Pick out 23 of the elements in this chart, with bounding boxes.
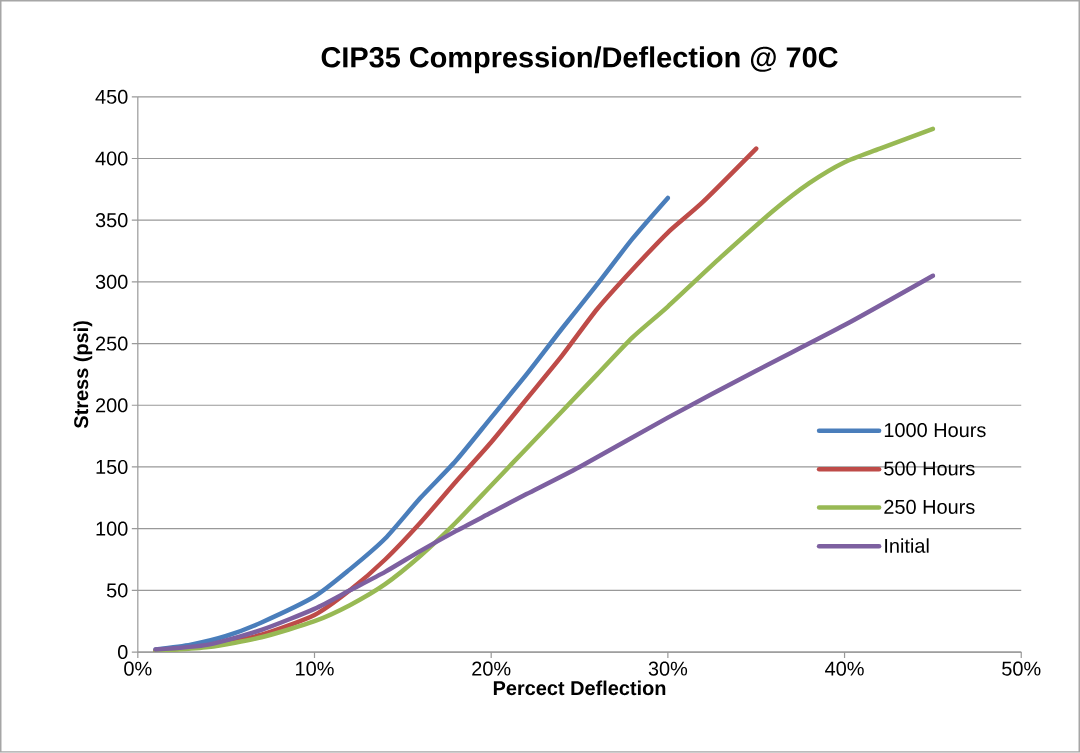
x-tick-label: 20% [472, 661, 511, 676]
y-axis-title: Stress (psi) [73, 321, 93, 429]
x-tick-label: 10% [296, 661, 334, 676]
y-tick-label: 300 [95, 274, 128, 289]
y-tick-label: 450 [95, 89, 128, 104]
legend-label: 500 Hours [884, 461, 975, 476]
legend-label: Initial [885, 538, 929, 553]
legend-label: 250 Hours [884, 499, 975, 515]
x-tick-label: 30% [648, 661, 688, 676]
x-tick-label: 40% [825, 661, 864, 676]
x-tick-label: 0% [124, 661, 152, 676]
chart-title: CIP35 Compression/Deflection @ 70C [321, 46, 838, 74]
y-tick-label: 150 [96, 459, 128, 475]
y-tick-label: 250 [96, 336, 128, 351]
legend-label: 1000 Hours [884, 423, 986, 438]
y-tick-label: 350 [95, 213, 128, 228]
y-tick-label: 0 [117, 645, 128, 660]
y-tick-label: 200 [96, 398, 128, 413]
x-axis-title: Percect Deflection [493, 680, 666, 696]
y-tick-label: 100 [96, 521, 128, 536]
x-tick-label: 50% [1002, 661, 1041, 676]
y-tick-label: 400 [95, 151, 128, 166]
y-tick-label: 50 [106, 583, 128, 598]
